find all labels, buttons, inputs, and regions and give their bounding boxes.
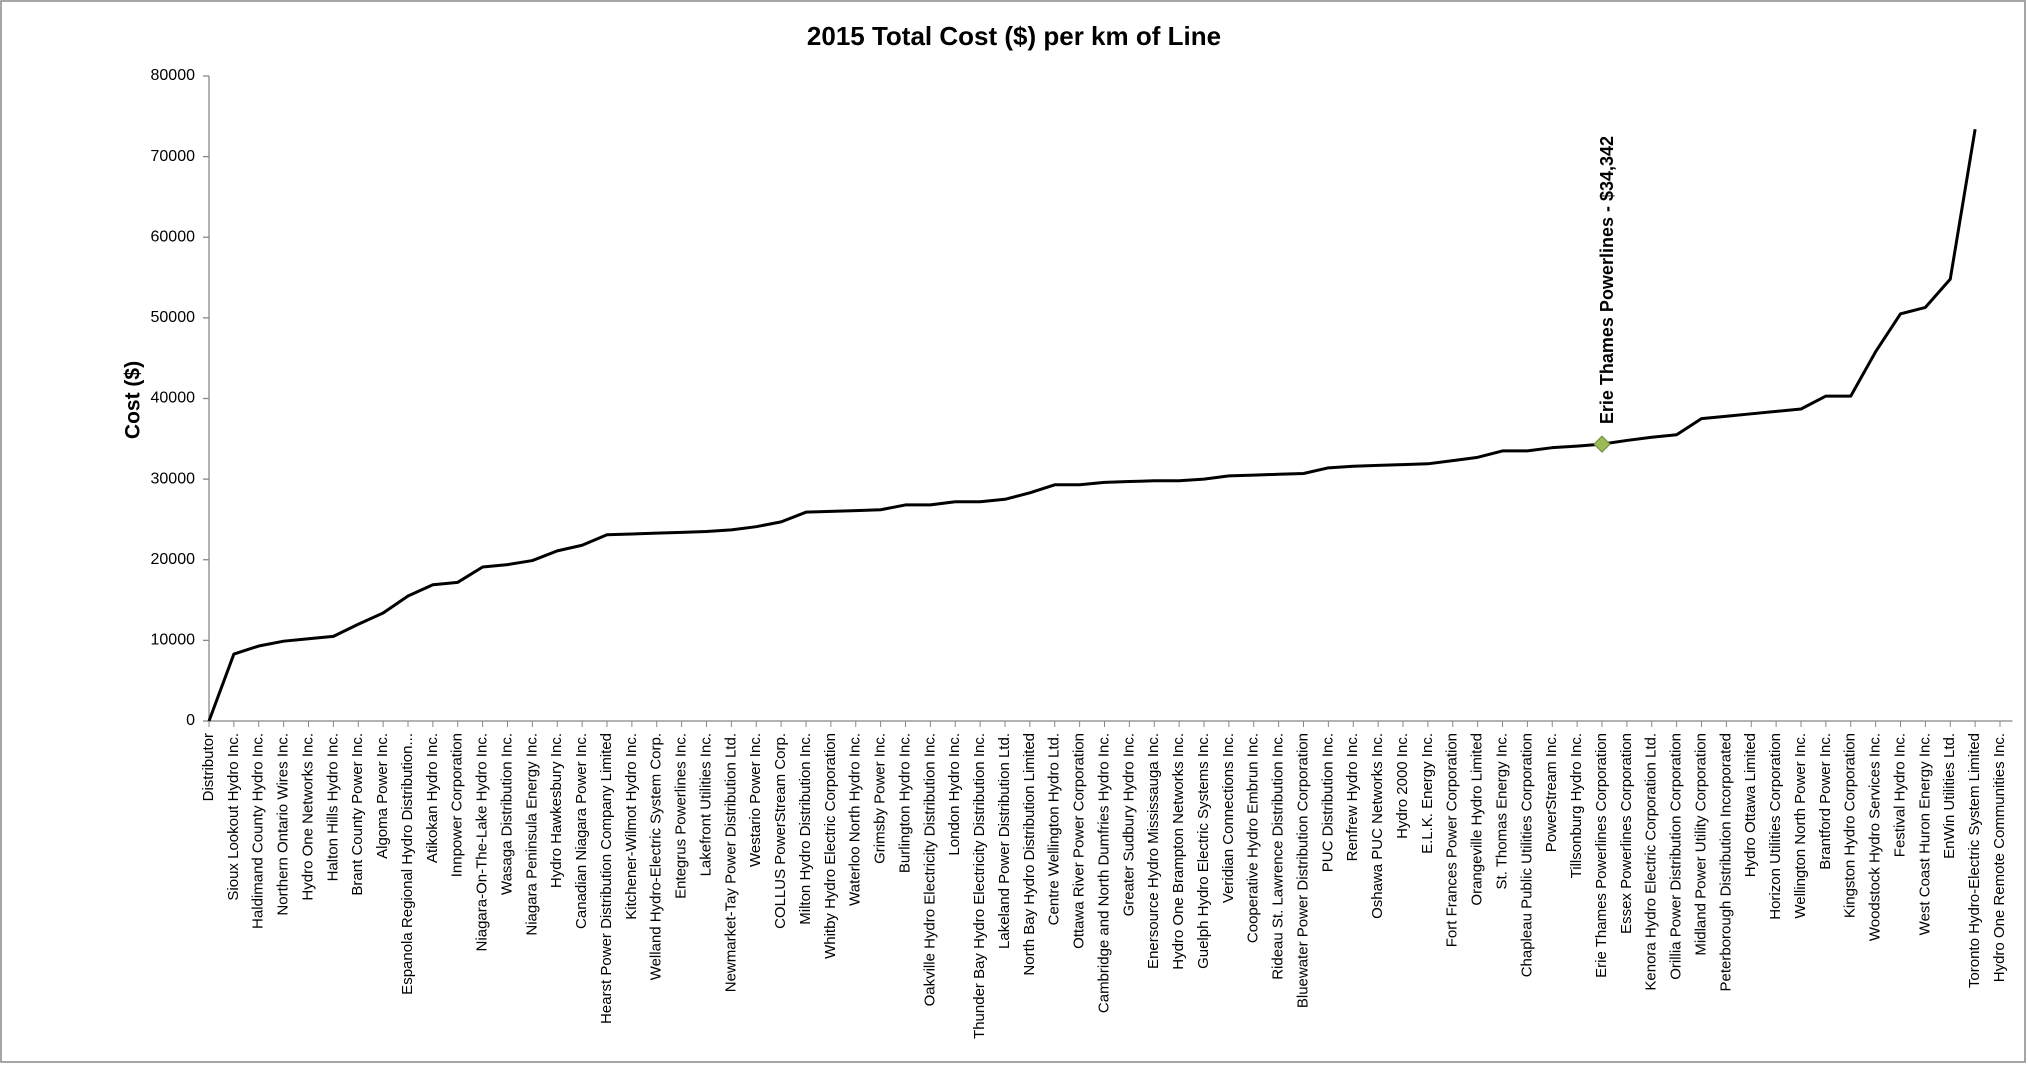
highlight-marker <box>1593 435 1611 453</box>
x-tick-label: Espanola Regional Hydro Distribution... <box>399 733 416 995</box>
x-tick-label: Guelph Hydro Electric Systems Inc. <box>1195 733 1212 969</box>
x-tick-label: Greater Sudbury Hydro Inc. <box>1120 733 1137 916</box>
y-tick-label: 10000 <box>151 632 196 649</box>
x-tick-label: Erie Thames Powerlines Corporation <box>1593 733 1610 978</box>
x-tick-label: Fort Frances Power Corporation <box>1444 733 1461 947</box>
x-tick-label: Essex Powerlines Corporation <box>1618 733 1635 934</box>
y-tick-label: 80000 <box>151 67 196 84</box>
x-tick-label: Burlington Hydro Inc. <box>896 733 913 873</box>
x-tick-label: London Hydro Inc. <box>946 733 963 856</box>
y-tick-label: 20000 <box>151 551 196 568</box>
y-axis-title: Cost ($) <box>122 361 145 439</box>
x-tick-label: West Coast Huron Energy Inc. <box>1916 733 1933 935</box>
x-tick-label: PUC Distribution Inc. <box>1319 733 1336 872</box>
y-tick-label: 40000 <box>151 390 196 407</box>
x-tick-label: Rideau St. Lawrence Distribution Inc. <box>1270 733 1287 980</box>
x-tick-label: Northern Ontario Wires Inc. <box>275 733 292 916</box>
x-tick-label: Hydro Ottawa Limited <box>1742 733 1759 877</box>
x-tick-label: Niagara-On-The-Lake Hydro Inc. <box>474 733 491 951</box>
annotation: Erie Thames Powerlines - $34,342 <box>1597 136 1617 424</box>
x-tick-label: Tillsonburg Hydro Inc. <box>1568 733 1585 878</box>
x-tick-label: Westario Power Inc. <box>747 733 764 867</box>
x-tick-label: Distributor <box>200 733 217 801</box>
x-tick-label: EnWin Utilities Ltd. <box>1941 733 1958 859</box>
x-tick-label: Cambridge and North Dumfries Hydro Inc. <box>1095 733 1112 1013</box>
x-tick-label: Hydro Hawkesbury Inc. <box>548 733 565 888</box>
x-tick-label: Brantford Power Inc. <box>1817 733 1834 870</box>
x-tick-label: Innpower Corporation <box>449 733 466 877</box>
y-tick-label: 30000 <box>151 470 196 487</box>
x-tick-label: Lakefront Utilities Inc. <box>697 733 714 876</box>
x-tick-label: Wasaga Distribution Inc. <box>498 733 515 895</box>
x-tick-label: Algoma Power Inc. <box>374 733 391 859</box>
x-tick-label: Ottawa River Power Corporation <box>1071 733 1088 949</box>
x-tick-label: Kenora Hydro Electric Corporation Ltd. <box>1643 733 1660 991</box>
x-tick-label: COLLUS PowerStream Corp. <box>772 733 789 929</box>
x-tick-label: Waterloo North Hydro Inc. <box>847 733 864 906</box>
x-tick-label: Halton Hills Hydro Inc. <box>324 733 341 881</box>
x-tick-label: Lakeland Power Distribution Ltd. <box>996 733 1013 949</box>
y-tick-label: 60000 <box>151 228 196 245</box>
x-tick-label: Entegrus Powerlines Inc. <box>673 733 690 899</box>
x-tick-label: Newmarket-Tay Power Distribution Ltd. <box>722 733 739 992</box>
x-tick-label: E.L.K. Energy Inc. <box>1419 733 1436 854</box>
x-tick-label: Veridian Connections Inc. <box>1220 733 1237 903</box>
x-tick-label: Midland Power Utility Corporation <box>1692 733 1709 956</box>
x-tick-label: Horizon Utilities Corporation <box>1767 733 1784 920</box>
x-tick-label: PowerStream Inc. <box>1543 733 1560 852</box>
x-tick-label: Cooperative Hydro Embrun Inc. <box>1245 733 1262 943</box>
x-tick-label: St. Thomas Energy Inc. <box>1493 733 1510 889</box>
y-tick-label: 50000 <box>151 309 196 326</box>
x-tick-label: Renfrew Hydro Inc. <box>1344 733 1361 861</box>
x-tick-label: Enersource Hydro Mississauga Inc. <box>1145 733 1162 969</box>
x-tick-label: Oshawa PUC Networks Inc. <box>1369 733 1386 919</box>
x-tick-label: Festival Hydro Inc. <box>1891 733 1908 857</box>
x-tick-label: North Bay Hydro Distribution Limited <box>1021 733 1038 976</box>
x-tick-label: Orillia Power Distribution Corporation <box>1668 733 1685 980</box>
x-tick-label: Welland Hydro-Electric System Corp. <box>648 733 665 980</box>
x-tick-label: Oakville Hydro Electricity Distribution … <box>921 733 938 1006</box>
x-tick-label: Woodstock Hydro Services Inc. <box>1867 733 1884 941</box>
x-tick-label: Hydro 2000 Inc. <box>1394 733 1411 839</box>
x-tick-label: Hearst Power Distribution Company Limite… <box>598 733 615 1024</box>
x-tick-label: Peterborough Distribution Incorporated <box>1717 733 1734 992</box>
x-tick-label: Grimsby Power Inc. <box>872 733 889 864</box>
x-tick-label: Thunder Bay Hydro Electricity Distributi… <box>971 733 988 1039</box>
x-tick-label: Kingston Hydro Corporation <box>1842 733 1859 918</box>
x-tick-label: Sioux Lookout Hydro Inc. <box>225 733 242 901</box>
x-tick-label: Kitchener-Wilmot Hydro Inc. <box>623 733 640 920</box>
x-tick-label: Atikokan Hydro Inc. <box>424 733 441 863</box>
x-tick-label: Bluewater Power Distribution Corporation <box>1294 733 1311 1008</box>
x-tick-label: Hydro One Brampton Networks Inc. <box>1170 733 1187 970</box>
data-line <box>207 128 1977 722</box>
x-tick-label: Haldimand County Hydro Inc. <box>250 733 267 929</box>
x-tick-label: Hydro One Networks Inc. <box>299 733 316 901</box>
chart-title: 2015 Total Cost ($) per km of Line <box>807 21 1221 51</box>
x-tick-label: Orangeville Hydro Limited <box>1469 733 1486 906</box>
y-tick-label: 70000 <box>151 148 196 165</box>
y-tick-label: 0 <box>186 712 195 729</box>
x-tick-label: Milton Hydro Distribution Inc. <box>797 733 814 925</box>
x-tick-label: Whitby Hydro Electric Corporation <box>822 733 839 959</box>
x-tick-label: Toronto Hydro-Electric System Limited <box>1966 733 1983 988</box>
x-tick-label: Canadian Niagara Power Inc. <box>573 733 590 929</box>
x-tick-label: Chapleau Public Utilities Corporation <box>1518 733 1535 977</box>
x-tick-label: Niagara Peninsula Energy Inc. <box>523 733 540 936</box>
x-tick-label: Centre Wellington Hydro Ltd. <box>1046 733 1063 925</box>
x-tick-label: Brant County Power Inc. <box>349 733 366 896</box>
x-tick-label: Hydro One Remote Communities Inc. <box>1991 733 2008 982</box>
x-tick-label: Wellington North Power Inc. <box>1792 733 1809 919</box>
